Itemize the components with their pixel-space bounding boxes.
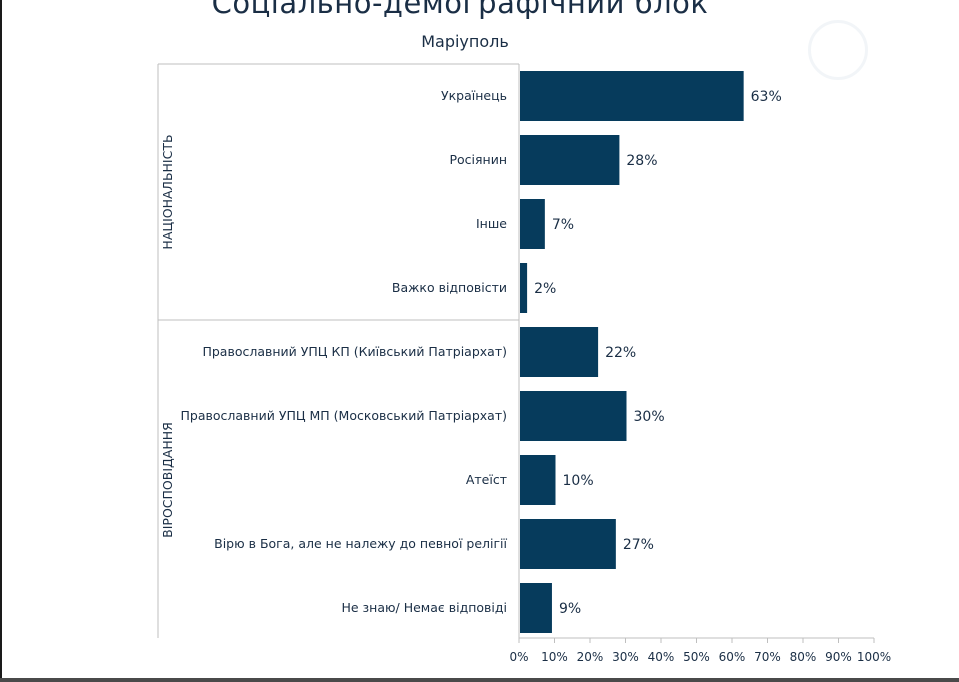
value-label: 22%: [605, 345, 636, 361]
watermark-logo: [808, 20, 868, 80]
category-label: Росіянин: [449, 152, 507, 167]
x-tick-label: 30%: [612, 650, 639, 664]
left-border: [0, 0, 2, 682]
bar: [520, 327, 599, 377]
value-label: 63%: [751, 89, 782, 105]
group-label: ВІРОСПОВІДАННЯ: [160, 422, 175, 538]
bottom-border: [0, 678, 959, 682]
bar: [520, 263, 528, 313]
value-label: 7%: [552, 217, 574, 233]
bar: [520, 583, 552, 633]
bar: [520, 135, 620, 185]
x-tick-label: 90%: [825, 650, 852, 664]
category-label: Вірю в Бога, але не належу до певної рел…: [214, 536, 507, 551]
x-tick-label: 0%: [509, 650, 528, 664]
x-tick-label: 100%: [857, 650, 891, 664]
category-label: Православний УПЦ МП (Московський Патріар…: [181, 408, 507, 423]
x-tick-label: 10%: [541, 650, 568, 664]
category-label: Важко відповісти: [392, 280, 507, 295]
bar: [520, 455, 556, 505]
value-label: 28%: [626, 153, 657, 169]
bar: [520, 391, 627, 441]
slide-title: Соціально-демографічний блок: [211, 0, 709, 20]
value-label: 2%: [534, 281, 556, 297]
value-label: 10%: [563, 473, 594, 489]
slide-subtitle: Маріуполь: [421, 32, 509, 51]
value-label: 30%: [634, 409, 665, 425]
bar: [520, 519, 616, 569]
x-tick-label: 60%: [719, 650, 746, 664]
category-label: Атеїст: [466, 472, 507, 487]
x-tick-label: 70%: [754, 650, 781, 664]
x-tick-label: 40%: [648, 650, 675, 664]
group-label: НАЦІОНАЛЬНІСТЬ: [160, 134, 175, 249]
value-label: 9%: [559, 601, 581, 617]
bar: [520, 199, 545, 249]
category-label: Українець: [441, 88, 507, 103]
value-label: 27%: [623, 537, 654, 553]
x-tick-label: 20%: [577, 650, 604, 664]
category-label: Православний УПЦ КП (Київський Патріарха…: [202, 344, 507, 359]
x-tick-label: 50%: [683, 650, 710, 664]
x-tick-label: 80%: [790, 650, 817, 664]
category-label: Не знаю/ Немає відповіді: [341, 600, 507, 615]
bar: [520, 71, 744, 121]
category-label: Інше: [476, 216, 507, 231]
